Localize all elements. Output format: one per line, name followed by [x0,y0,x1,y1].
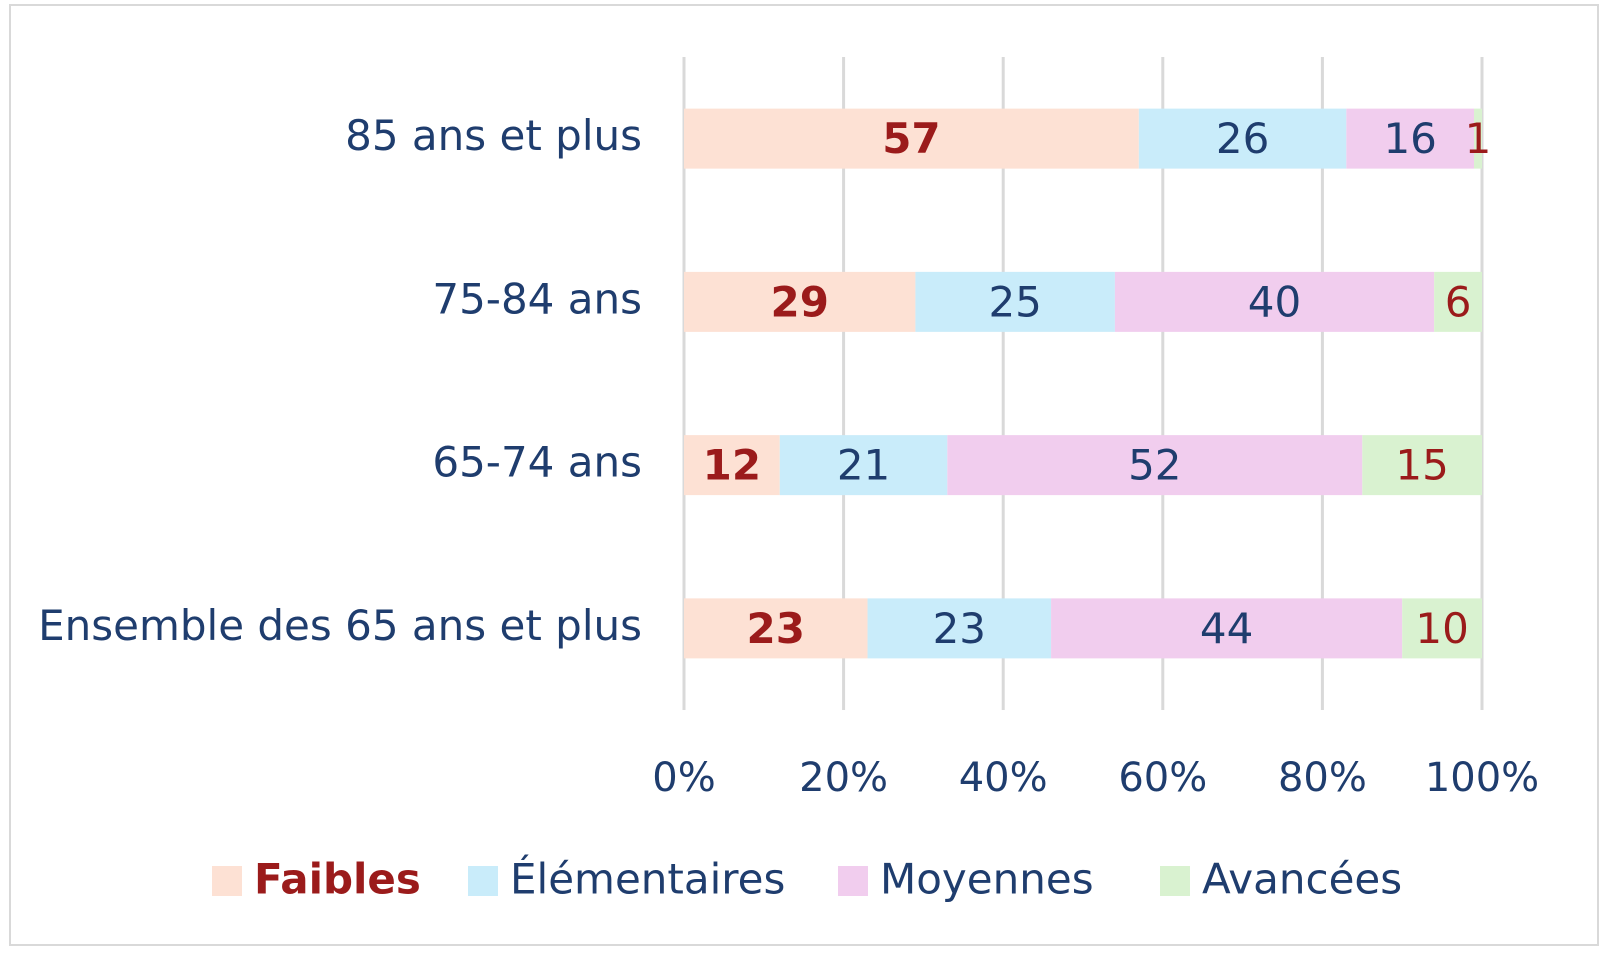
legend-label: Avancées [1202,855,1402,904]
legend-swatch [1160,866,1190,896]
legend-label: Moyennes [880,855,1094,904]
bar-segment [684,108,1139,169]
bar-segment [779,435,948,496]
x-tick-label: 0% [652,755,715,801]
x-tick-label: 100% [1425,755,1539,801]
bar-segment [684,435,780,496]
bar-segment [947,435,1363,496]
data-label: 10 [1415,604,1468,653]
legend-label: Faibles [254,855,421,904]
y-tick-label: 85 ans et plus [345,111,642,160]
data-label: 44 [1200,604,1253,653]
legend-swatch [212,866,242,896]
bar-segment [1474,108,1482,169]
y-tick-label: 65-74 ans [432,438,642,487]
x-tick-label: 40% [959,755,1048,801]
data-label: 6 [1445,277,1472,326]
legend-swatch [838,866,868,896]
bar-segment [1434,271,1482,332]
data-label: 1 [1465,114,1492,163]
data-label: 21 [837,441,890,490]
legend-swatch [468,866,498,896]
data-label: 40 [1248,277,1301,326]
bar-segment [1346,108,1475,169]
bar-segment [1138,108,1347,169]
bar-segment [1402,598,1482,659]
bar-segment [867,598,1052,659]
data-label: 15 [1395,441,1448,490]
bar-segment [1114,271,1435,332]
data-label: 25 [988,277,1041,326]
bar-segment [1051,598,1403,659]
y-tick-label: Ensemble des 65 ans et plus [38,601,642,650]
data-label: 23 [747,604,805,653]
y-tick-label: 75-84 ans [432,274,642,323]
legend-label: Élémentaires [510,854,785,904]
x-tick-label: 60% [1118,755,1207,801]
bar-segment [684,271,916,332]
x-tick-label: 20% [799,755,888,801]
x-tick-label: 80% [1278,755,1367,801]
data-label: 26 [1216,114,1269,163]
data-label: 16 [1383,114,1436,163]
data-label: 29 [770,277,828,326]
data-label: 23 [933,604,986,653]
data-label: 12 [703,441,761,490]
bar-segment [1362,435,1482,496]
data-label: 57 [882,114,940,163]
data-label: 52 [1128,441,1181,490]
bar-segment [684,598,868,659]
bar-segment [915,271,1115,332]
